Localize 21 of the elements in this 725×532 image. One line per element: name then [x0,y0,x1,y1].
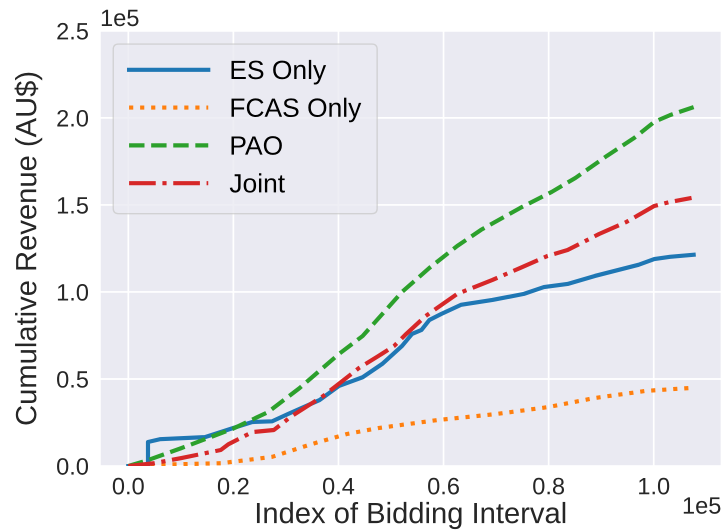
x-tick-label: 0.0 [112,478,144,494]
y-tick-label: 2.0 [57,110,88,127]
legend-label: FCAS Only [232,98,362,122]
y-tick-label: 1.5 [58,197,88,214]
legend-label: PAO [232,136,282,155]
text: 1e5 [102,10,138,26]
x-tick-label: 1.0 [639,478,670,494]
y-tick-label: 2.5 [57,22,88,40]
y-tick-label: 1.0 [58,284,88,301]
x-tick-label: 0.8 [533,478,564,494]
legend-label: Joint [230,173,285,193]
x-tick-label: 0.2 [218,478,249,494]
y-tick-label: 0.5 [57,371,88,388]
x-tick-label: 0.6 [428,478,459,494]
x-axis-title: Index of Bidding Interval [256,502,566,530]
text: 1e5 [684,497,720,514]
legend-label: ES Only [232,60,326,84]
x-tick-label: 0.4 [322,478,354,494]
y-axis-title: Cumulative Revenue (AU$) [14,72,42,424]
y-tick-label: 0.0 [57,458,88,475]
line-series [126,196,694,466]
